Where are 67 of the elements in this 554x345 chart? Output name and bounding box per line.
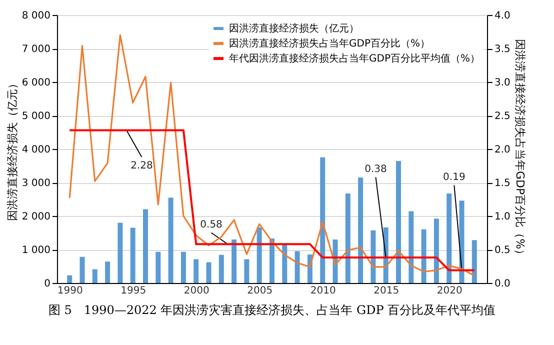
x-tick-label: 2010 [310,286,336,296]
y-tick-label: 2 000 [22,212,50,222]
annotation: 0.58 [200,219,222,230]
legend-label: 因洪涝直接经济损失（亿元） [229,22,359,34]
annotation: 0.38 [364,164,387,175]
x-tick-label: 1995 [120,286,146,296]
y-tick-label: 0 [44,278,50,290]
bar [218,254,224,283]
bar [421,229,426,283]
bar [320,157,326,283]
bar [180,252,186,283]
bar [358,177,364,283]
bar [434,218,439,283]
y2-tick-label: 3.5 [494,44,510,55]
bar [142,209,148,283]
y-axis-title: 因洪涝直接经济损失（亿元） [6,78,19,221]
annotation: 0.19 [443,172,466,183]
y-tick-label: 6 000 [22,78,50,88]
bar [206,262,212,283]
line-series [68,129,476,272]
bar [396,161,402,283]
bar [244,259,250,283]
y2-tick-label: 0.0 [494,278,510,290]
y2-tick-label: 2.5 [494,111,510,122]
y2-axis-title: 因洪涝直接经济损失占当年GDP百分比（%） [513,38,526,260]
bar [472,240,477,283]
bar [270,238,274,283]
bar [459,200,464,283]
line-series [68,34,476,276]
y2-tick-label: 1.5 [494,178,510,189]
text: 图 5 1990—2022 年因洪涝灾害直接经济损失、占当年 GDP 百分比及年代平均值 [48,303,496,317]
bar [282,244,288,283]
y-tick-label: 3 000 [22,178,50,189]
y-tick-label: 5 000 [22,111,50,122]
x-tick-label: 2000 [184,286,210,296]
bar [194,259,199,283]
bar [156,252,161,283]
bar [67,275,72,283]
x-tick-label: 2015 [374,286,400,296]
y2-tick-label: 1.0 [494,212,510,222]
bar [80,256,85,283]
y-tick-label: 4 000 [22,144,50,156]
y2-tick-label: 0.5 [494,245,510,256]
bar [294,251,300,283]
bar [446,194,452,283]
x-tick-label: 2020 [436,286,462,296]
annotation: 2.28 [130,160,153,172]
bar [370,230,376,283]
y-tick-label: 1 000 [22,245,50,256]
bar [345,194,350,283]
y2-tick-label: 2.0 [494,144,510,156]
legend-label: 因洪涝直接经济损失占当年GDP百分比（%） [229,38,430,50]
bar [92,269,98,283]
bar [168,198,174,283]
x-tick-label: 1990 [57,286,83,296]
bar [105,262,110,283]
y2-tick-label: 3.0 [494,78,510,88]
bar [232,239,237,283]
legend-label: 年代因洪涝直接经济损失占当年GDP百分比平均值（%） [229,52,480,64]
y-tick-label: 8 000 [22,10,50,22]
y-tick-label: 7 000 [22,44,50,55]
y2-tick-label: 4.0 [494,10,510,22]
bar [256,227,262,283]
bar [130,228,136,283]
bar [408,211,414,283]
x-tick-label: 2005 [247,286,273,296]
bar [118,222,123,283]
